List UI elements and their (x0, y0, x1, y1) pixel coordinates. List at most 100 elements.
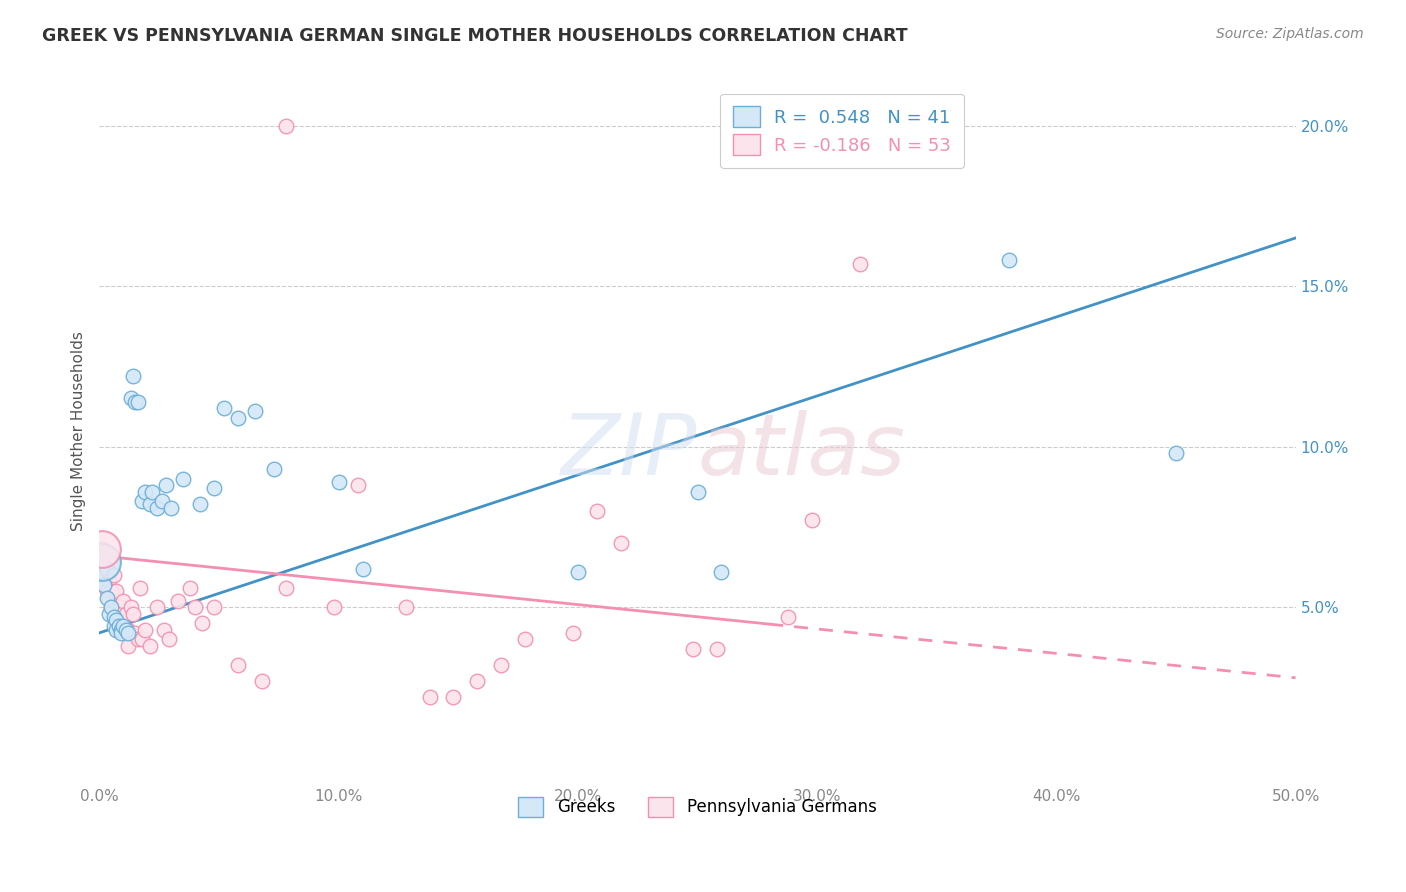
Point (138, 498, 160, 512)
Point (131, 632, 153, 647)
Point (96, 591, 118, 605)
Point (107, 607, 129, 621)
Text: GREEK VS PENNSYLVANIA GERMAN SINGLE MOTHER HOUSEHOLDS CORRELATION CHART: GREEK VS PENNSYLVANIA GERMAN SINGLE MOTH… (42, 27, 908, 45)
Point (491, 657, 513, 672)
Point (153, 623, 176, 637)
Point (129, 581, 152, 595)
Point (110, 623, 132, 637)
Point (1164, 446, 1187, 460)
Point (263, 462, 285, 476)
Point (610, 536, 633, 550)
Point (93, 568, 115, 582)
Point (395, 600, 418, 615)
Point (188, 498, 211, 512)
Point (110, 625, 132, 640)
Point (131, 494, 153, 508)
Point (682, 641, 704, 656)
Point (134, 484, 156, 499)
Point (443, 690, 465, 704)
Point (100, 600, 122, 615)
Point (124, 625, 146, 640)
Point (98, 607, 121, 621)
Point (997, 253, 1019, 268)
Point (150, 494, 173, 508)
Point (141, 484, 163, 499)
Point (586, 504, 609, 518)
Point (250, 673, 273, 688)
Point (127, 394, 149, 409)
Point (117, 623, 139, 637)
Point (122, 607, 145, 621)
Point (686, 484, 709, 499)
Point (155, 478, 177, 492)
Point (117, 639, 139, 653)
Point (103, 609, 125, 624)
Point (127, 632, 149, 647)
Point (90, 552, 112, 566)
Point (322, 600, 344, 615)
Point (212, 401, 235, 416)
Point (849, 257, 872, 271)
Point (112, 593, 135, 607)
Point (96, 561, 118, 575)
Point (93, 552, 115, 566)
Point (328, 475, 350, 489)
Point (114, 623, 136, 637)
Point (167, 593, 190, 607)
Y-axis label: Single Mother Households: Single Mother Households (72, 331, 86, 531)
Point (160, 500, 183, 515)
Text: Source: ZipAtlas.com: Source: ZipAtlas.com (1216, 27, 1364, 41)
Point (274, 119, 297, 133)
Point (352, 561, 374, 575)
Point (172, 472, 194, 486)
Point (226, 657, 249, 672)
Point (134, 623, 156, 637)
Point (114, 607, 136, 621)
Point (90, 542, 112, 557)
Point (90, 555, 112, 569)
Point (117, 625, 139, 640)
Point (105, 584, 128, 599)
Text: atlas: atlas (697, 410, 905, 493)
Point (184, 600, 207, 615)
Point (100, 600, 122, 615)
Point (778, 609, 800, 624)
Point (346, 478, 368, 492)
Point (107, 619, 129, 633)
Point (179, 581, 201, 595)
Point (122, 369, 145, 384)
Point (105, 623, 128, 637)
Point (98, 591, 121, 605)
Point (120, 392, 142, 406)
Point (105, 613, 128, 627)
Point (98, 574, 121, 589)
Point (274, 581, 297, 595)
Point (112, 619, 135, 633)
Point (93, 577, 115, 591)
Point (710, 565, 733, 579)
Point (96, 584, 118, 599)
Point (191, 616, 214, 631)
Point (226, 410, 249, 425)
Point (202, 482, 225, 496)
Point (467, 673, 489, 688)
Point (100, 584, 122, 599)
Point (146, 500, 169, 515)
Point (120, 600, 142, 615)
Text: ZIP: ZIP (561, 410, 697, 493)
Point (146, 600, 169, 615)
Legend: Greeks, Pennsylvania Germans: Greeks, Pennsylvania Germans (510, 789, 884, 825)
Point (124, 394, 146, 409)
Point (515, 632, 537, 647)
Point (103, 619, 125, 633)
Point (419, 690, 441, 704)
Point (243, 404, 266, 418)
Point (801, 513, 824, 527)
Point (706, 641, 728, 656)
Point (562, 625, 585, 640)
Point (157, 632, 180, 647)
Point (90, 542, 112, 557)
Point (110, 600, 132, 615)
Point (103, 568, 125, 582)
Point (138, 639, 160, 653)
